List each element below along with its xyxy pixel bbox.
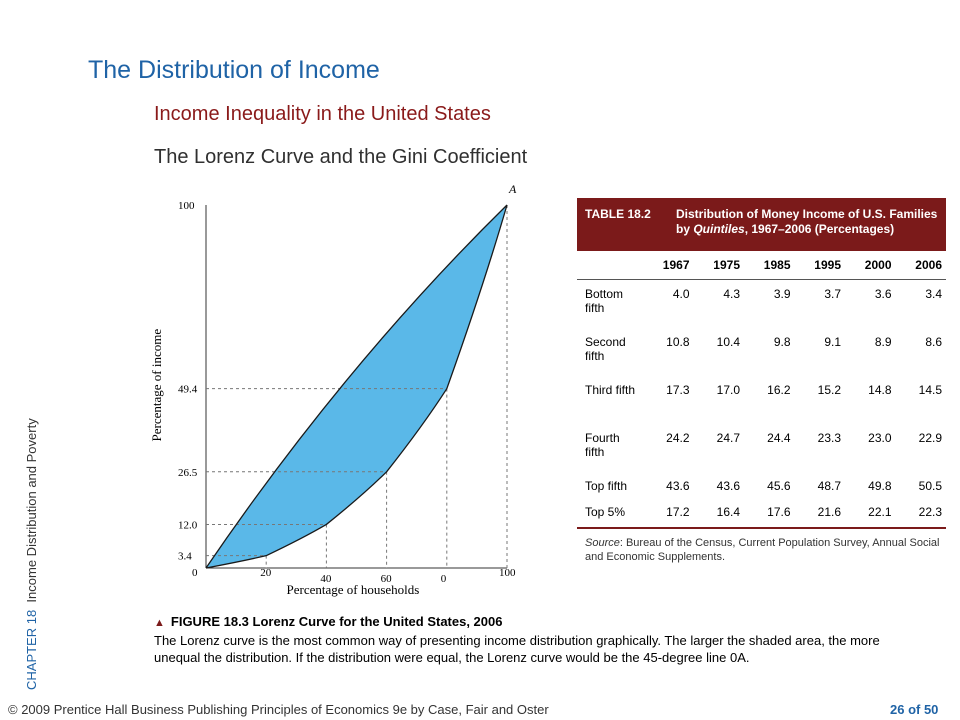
table-header-row: 1967 1975 1985 1995 2000 2006 (577, 251, 946, 280)
table-cell: 24.4 (767, 431, 791, 445)
table-cell: 4.3 (723, 287, 740, 301)
column-header: 1995 (794, 251, 845, 280)
table-cell: 3.9 (773, 287, 791, 301)
table-cell: 16.4 (693, 501, 744, 529)
table-cell: 22.1 (845, 501, 896, 529)
row-label: Top fifth (585, 479, 628, 493)
table-row: Top fifth 43.6 43.6 45.6 48.7 49.8 50.5 (577, 472, 946, 501)
table-source: Source: Bureau of the Census, Current Po… (577, 529, 946, 564)
figure-title: FIGURE 18.3 Lorenz Curve for the United … (170, 614, 503, 629)
chapter-title: Income Distribution and Poverty (24, 418, 39, 603)
x-tick-label: 60 (381, 573, 393, 585)
table-cell: 43.6 (666, 479, 690, 493)
equality-line (205, 204, 508, 569)
table-cell: 8.6 (925, 335, 942, 349)
chapter-sidebar: CHAPTER 18 Income Distribution and Pover… (24, 418, 39, 690)
table-cell: 17.3 (666, 383, 690, 397)
table-title-text: Distribution of Money Income of U.S. Fam… (676, 207, 938, 236)
table-cell: 49.8 (868, 479, 892, 493)
lorenz-curve (205, 204, 508, 569)
x-tick-label: 20 (260, 567, 272, 579)
table-cell: 15.2 (817, 383, 841, 397)
source-text: : Bureau of the Census, Current Populati… (585, 537, 940, 563)
column-header: 1985 (744, 251, 795, 280)
table-cell: 23.0 (868, 431, 892, 445)
section-subtitle: Income Inequality in the United States (154, 103, 491, 125)
y-tick-label: 49.4 (178, 384, 198, 396)
x-axis-label: Percentage of households (287, 582, 420, 597)
row-label: Fourth fifth (585, 431, 620, 459)
y-tick-label: 12.0 (178, 519, 198, 531)
y-tick-label: 26.5 (178, 467, 198, 479)
table-cell: 22.3 (895, 501, 946, 529)
corner-cell (577, 251, 643, 280)
chapter-label: CHAPTER 18 (24, 609, 39, 690)
table-row: Top 5% 17.2 16.4 17.6 21.6 22.1 22.3 (577, 501, 946, 529)
income-table: TABLE 18.2 Distribution of Money Income … (577, 198, 946, 564)
row-label: Top 5% (577, 501, 643, 529)
table-cell: 4.0 (672, 287, 690, 301)
table-cell: 14.8 (868, 383, 892, 397)
table-cell: 17.6 (744, 501, 795, 529)
data-table: 1967 1975 1985 1995 2000 2006 Bottom fifth 4.0… (577, 251, 946, 529)
column-header: 2006 (895, 251, 946, 280)
page-title: The Distribution of Income (88, 56, 380, 84)
table-cell: 17.0 (716, 383, 740, 397)
table-title-end: , 1967–2006 (Percentages) (744, 222, 895, 236)
table-cell: 43.6 (716, 479, 740, 493)
table-cell: 8.9 (874, 335, 892, 349)
table-cell: 3.4 (925, 287, 942, 301)
row-label: Second fifth (585, 335, 626, 363)
table-cell: 24.7 (716, 431, 740, 445)
table-row: Third fifth 17.3 17.0 16.2 15.2 14.8 14.5 (577, 376, 946, 424)
table-cell: 24.2 (666, 431, 690, 445)
table-row: Bottom fifth 4.0 4.3 3.9 3.7 3.6 3.4 (577, 280, 946, 329)
table-label: TABLE 18.2 (585, 207, 651, 221)
table-cell: 3.6 (874, 287, 892, 301)
x-tick-label: 0 (192, 567, 198, 579)
table-header: TABLE 18.2 Distribution of Money Income … (577, 198, 946, 251)
table-cell: 14.5 (918, 383, 942, 397)
y-tick-label: 100 (178, 200, 195, 212)
table-cell: 23.3 (817, 431, 841, 445)
footer-copyright: © 2009 Prentice Hall Business Publishing… (8, 702, 549, 717)
figure-text: The Lorenz curve is the most common way … (154, 633, 880, 665)
table-cell: 10.4 (716, 335, 740, 349)
table-cell: 9.1 (824, 335, 841, 349)
table-row: Second fifth 10.8 10.4 9.8 9.1 8.9 8.6 (577, 328, 946, 376)
x-tick-label: 40 (320, 573, 332, 585)
x-tick-label: 0 (441, 573, 447, 585)
table-title: Distribution of Money Income of U.S. Fam… (676, 207, 938, 237)
table-cell: 16.2 (767, 383, 791, 397)
table-cell: 48.7 (817, 479, 841, 493)
shaded-area (206, 205, 507, 568)
table-cell: 21.6 (794, 501, 845, 529)
table-cell: 9.8 (773, 335, 791, 349)
y-axis-label: Percentage of income (149, 329, 164, 442)
section-subheading: The Lorenz Curve and the Gini Coefficien… (154, 146, 528, 168)
column-header: 2000 (845, 251, 896, 280)
triangle-icon: ▲ (154, 617, 165, 629)
column-header: 1967 (643, 251, 694, 280)
table-cell: 50.5 (918, 479, 942, 493)
table-cell: 10.8 (666, 335, 690, 349)
page-number: 26 of 50 (890, 702, 939, 717)
y-tick-label: 3.4 (178, 551, 192, 563)
table-cell: 17.2 (643, 501, 694, 529)
table-cell: 45.6 (767, 479, 791, 493)
figure-caption: ▲ FIGURE 18.3 Lorenz Curve for the United… (154, 613, 914, 666)
table-row: Fourth fifth 24.2 24.7 24.4 23.3 23.0 22.9 (577, 424, 946, 472)
x-tick-label: 100 (499, 567, 516, 579)
table-cell: 22.9 (918, 431, 942, 445)
row-label: Third fifth (585, 383, 636, 397)
column-header: 1975 (693, 251, 744, 280)
row-label: Bottom fifth (585, 287, 624, 315)
endpoint-label: A (508, 182, 517, 196)
table-cell: 3.7 (824, 287, 841, 301)
table-title-em: Quintiles (693, 222, 745, 236)
source-label: Source (585, 537, 620, 549)
